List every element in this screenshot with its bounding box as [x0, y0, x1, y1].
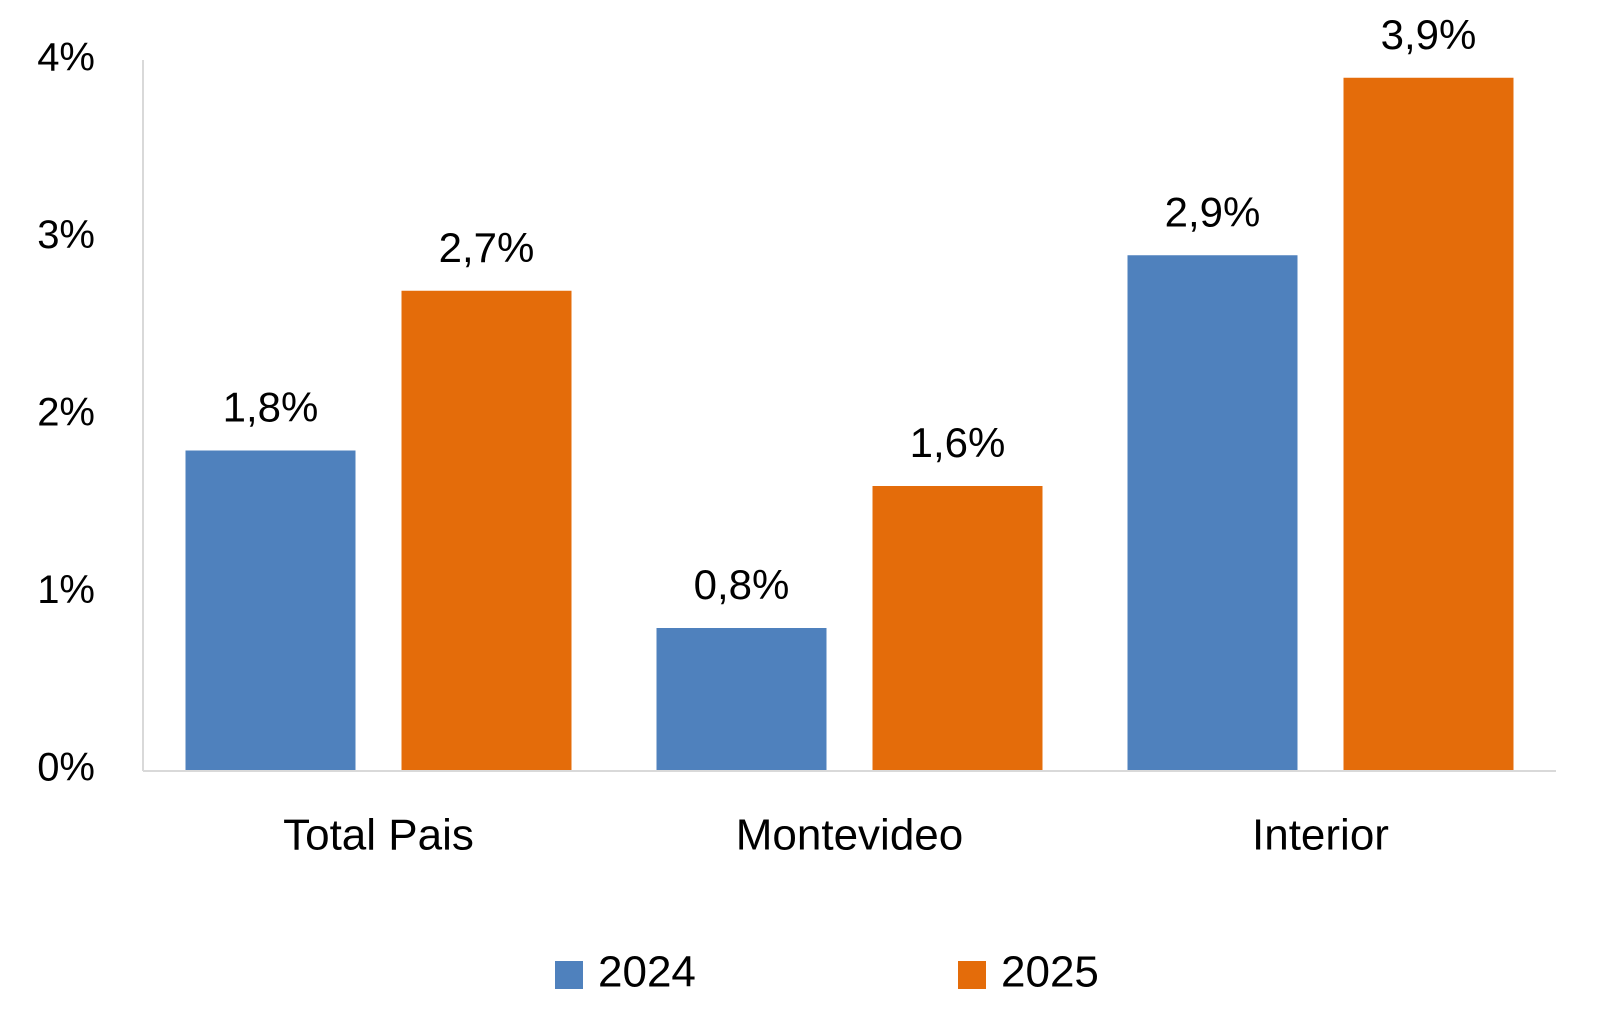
bar [656, 628, 827, 770]
value-label: 3,9% [1381, 11, 1477, 58]
x-tick-label: Montevideo [736, 811, 963, 860]
legend-label: 2024 [598, 948, 696, 997]
value-label: 1,8% [223, 384, 319, 431]
legend-label: 2025 [1001, 948, 1099, 997]
bar [872, 486, 1043, 770]
y-tick-label: 0% [37, 746, 95, 790]
value-label: 2,9% [1165, 188, 1261, 235]
bar [1127, 255, 1298, 770]
x-tick-label: Total Pais [283, 811, 474, 860]
value-label: 1,6% [910, 419, 1006, 466]
value-label: 0,8% [694, 561, 790, 608]
bar [185, 450, 356, 770]
legend-swatch [555, 961, 583, 989]
bar [401, 290, 572, 770]
legend-swatch [958, 961, 986, 989]
y-tick-label: 2% [37, 391, 95, 435]
y-tick-label: 1% [37, 568, 95, 612]
y-tick-label: 3% [37, 213, 95, 257]
bar [1343, 77, 1514, 770]
value-label: 2,7% [439, 224, 535, 271]
y-tick-label: 4% [37, 36, 95, 80]
x-tick-label: Interior [1252, 811, 1389, 860]
